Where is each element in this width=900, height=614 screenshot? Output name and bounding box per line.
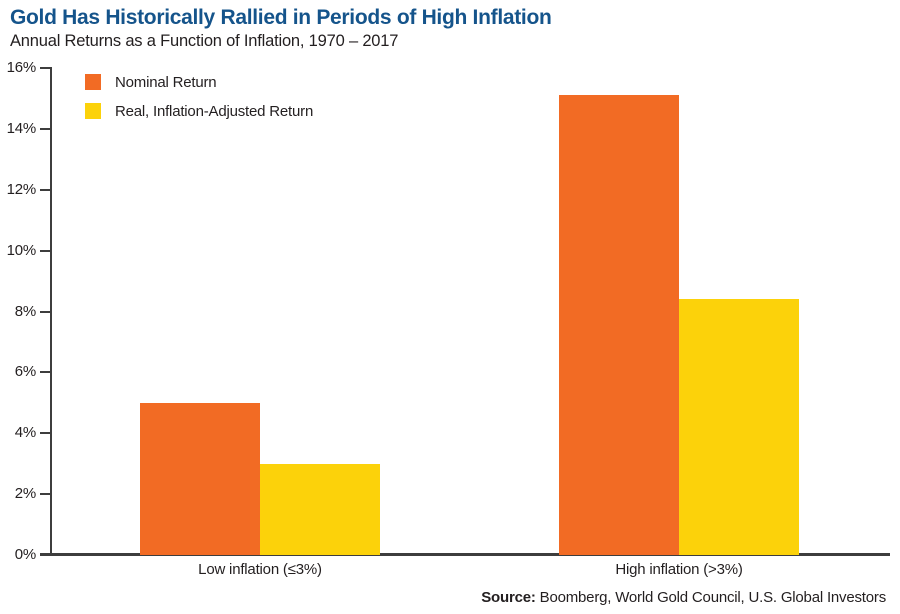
legend-swatch-real (85, 103, 101, 119)
source-line: Source: Boomberg, World Gold Council, U.… (481, 589, 886, 606)
legend-item-real: Real, Inflation-Adjusted Return (85, 102, 314, 120)
y-tick-label-4: 4% (14, 424, 36, 442)
y-tick-label-6: 6% (14, 363, 36, 381)
y-tick-0 (40, 554, 52, 556)
legend-label-real: Real, Inflation-Adjusted Return (115, 102, 314, 120)
y-tick-4 (40, 432, 52, 435)
y-tick-6 (40, 371, 52, 374)
chart-subtitle: Annual Returns as a Function of Inflatio… (10, 32, 399, 50)
x-axis-line (40, 553, 890, 556)
legend-swatch-nominal (85, 74, 101, 90)
x-category-label-low-inflation-3: Low inflation (≤3%) (198, 561, 322, 578)
y-tick-12 (40, 188, 52, 191)
y-tick-label-12: 12% (6, 180, 37, 198)
bar-nominal-return-low-inflation-3 (140, 402, 260, 555)
bar-real-inflation-adjusted-return-high-inflation-3 (679, 299, 799, 555)
y-tick-label-0: 0% (14, 546, 36, 563)
y-tick-2 (40, 493, 52, 496)
legend-label-nominal: Nominal Return (115, 73, 217, 91)
y-tick-label-8: 8% (14, 302, 36, 320)
bar-real-inflation-adjusted-return-low-inflation-3 (260, 463, 380, 555)
y-tick-10 (40, 249, 52, 252)
y-tick-label-10: 10% (6, 241, 37, 259)
legend: Nominal Return Real, Inflation-Adjusted … (85, 74, 313, 132)
x-category-label-high-inflation-3: High inflation (>3%) (615, 561, 743, 578)
source-text: Boomberg, World Gold Council, U.S. Globa… (535, 589, 887, 606)
bar-nominal-return-high-inflation-3 (559, 95, 679, 555)
y-tick-16 (40, 67, 52, 69)
y-tick-14 (40, 127, 52, 130)
chart-title: Gold Has Historically Rallied in Periods… (10, 6, 552, 29)
source-label: Source: (481, 589, 536, 606)
y-tick-8 (40, 310, 52, 313)
y-tick-label-14: 14% (6, 119, 37, 137)
y-tick-label-16: 16% (6, 59, 37, 76)
legend-item-nominal: Nominal Return (85, 73, 313, 91)
y-tick-label-2: 2% (14, 485, 36, 503)
